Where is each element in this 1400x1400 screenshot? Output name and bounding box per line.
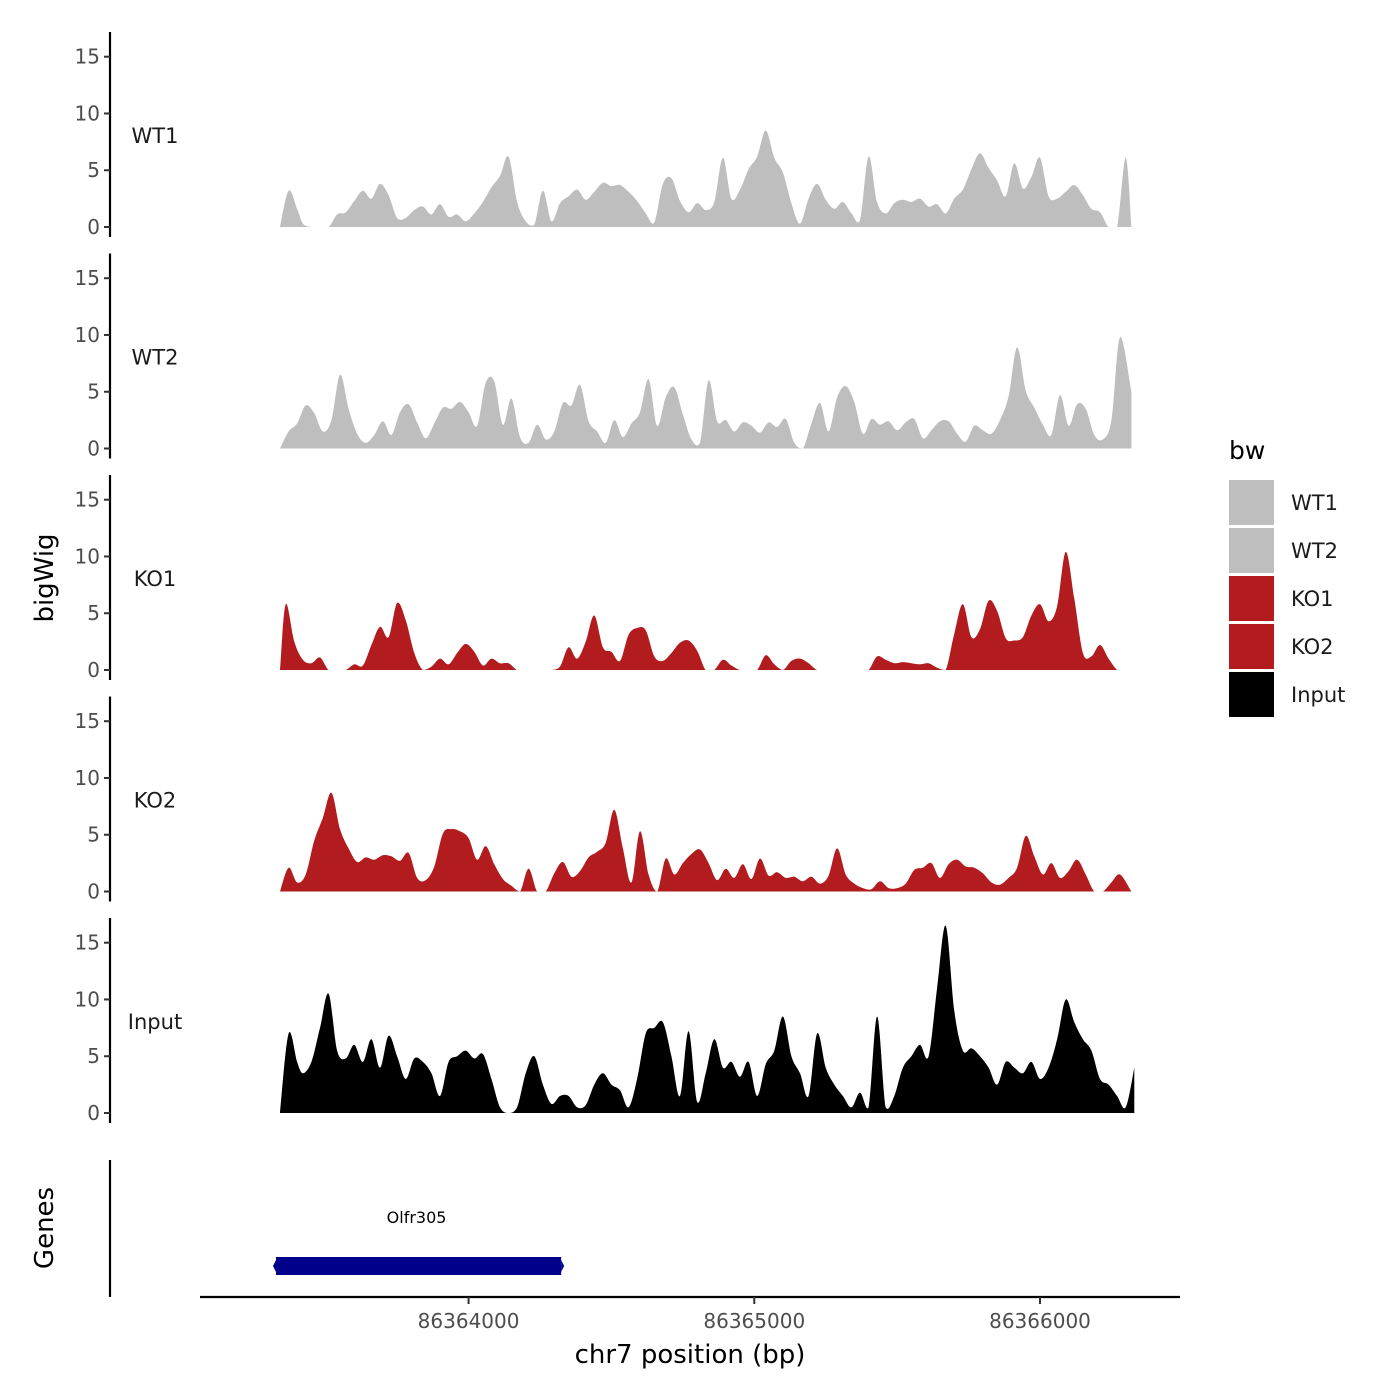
y-tick-label: 10 [75,766,100,790]
y-tick-label: 15 [75,709,100,733]
legend-swatch-input [1229,672,1274,717]
y-tick-label: 5 [87,823,100,847]
y-tick-label: 0 [87,658,100,682]
legend-swatch-wt1 [1229,480,1274,525]
legend-label: KO1 [1291,587,1334,611]
legend-swatch-ko1 [1229,576,1274,621]
x-axis: 86364000 86365000 86366000 [200,1295,1180,1333]
track-wt2: 0 5 10 15 WT2 [75,253,1132,461]
legend-label: Input [1291,683,1345,707]
y-tick-label: 5 [87,601,100,625]
coverage-area-ko1 [280,551,1123,670]
legend: bw WT1 WT2 KO1 KO2 Input [1229,436,1345,717]
gene-body [276,1257,562,1275]
legend-label: KO2 [1291,635,1334,659]
y-tick-label: 5 [87,380,100,404]
coverage-area-wt2 [280,336,1132,449]
y-tick-label: 10 [75,544,100,568]
y-tick-label: 15 [75,45,100,69]
y-tick-label: 0 [87,437,100,461]
legend-swatch-wt2 [1229,528,1274,573]
coverage-tracks: 0 5 10 15 WT1 0 5 10 15 WT2 0 5 10 15 KO1 0 5 10 15 KO2 0 5 10… [75,32,1135,1125]
y-tick-label: 10 [75,987,100,1011]
track-label: WT1 [132,124,179,148]
gene-strand-marker [273,1260,276,1272]
y-tick-label: 0 [87,215,100,239]
track-label: WT2 [132,346,179,370]
x-tick-label: 86365000 [703,1309,805,1333]
gene-track-title: Genes [30,1187,60,1269]
x-tick-label: 86364000 [418,1309,520,1333]
y-tick-label: 5 [87,158,100,182]
legend-label: WT2 [1291,539,1338,563]
y-tick-label: 0 [87,1101,100,1125]
coverage-area-input [280,925,1135,1113]
x-tick-label: 86366000 [989,1309,1091,1333]
y-tick-label: 10 [75,323,100,347]
track-input: 0 5 10 15 Input [75,918,1135,1125]
x-axis-title: chr7 position (bp) [575,1340,806,1370]
y-tick-label: 5 [87,1044,100,1068]
y-tick-label: 0 [87,880,100,904]
track-label: Input [128,1010,182,1034]
coverage-area-wt1 [280,130,1132,227]
legend-swatch-ko2 [1229,624,1274,669]
legend-title: bw [1229,436,1265,465]
track-label: KO1 [134,567,177,591]
track-wt1: 0 5 10 15 WT1 [75,32,1132,239]
y-tick-label: 10 [75,101,100,125]
gene-panel: Olfr305 [108,1160,565,1297]
gene-label: Olfr305 [387,1208,447,1227]
gene-strand-marker [561,1260,565,1272]
y-tick-label: 15 [75,266,100,290]
y-tick-label: 15 [75,931,100,955]
coverage-area-ko2 [280,792,1132,892]
y-axis-title: bigWig [30,533,60,622]
y-tick-label: 15 [75,488,100,512]
track-label: KO2 [134,789,177,813]
track-ko1: 0 5 10 15 KO1 [75,475,1123,682]
track-ko2: 0 5 10 15 KO2 [75,696,1132,904]
legend-label: WT1 [1291,491,1338,515]
